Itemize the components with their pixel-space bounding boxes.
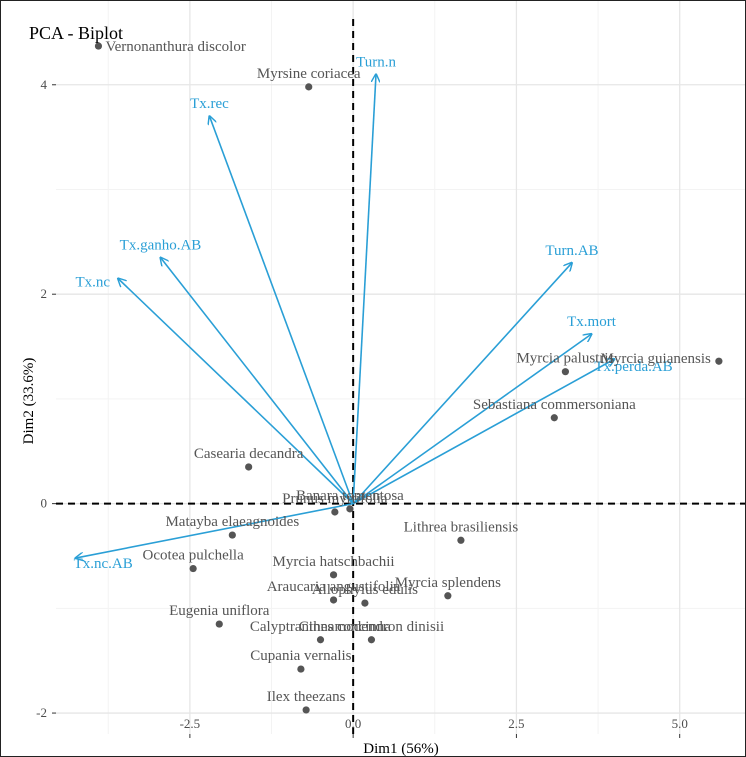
point-label: Sebastiana commersoniana [473,397,636,413]
point-label: Cupania vernalis [250,648,351,664]
point-label: Calyptranthes concinna [250,619,392,635]
data-point [361,599,369,607]
data-point [329,596,338,604]
data-point [715,357,723,365]
data-point [94,42,103,50]
variable-arrow [352,263,572,505]
point-label: Prunus myrtifolia [282,491,388,507]
point-label: Ilex theezans [267,689,346,705]
x-axis-label: Dim1 (56%) [363,741,438,756]
point-label: Eugenia uniflora [169,603,270,619]
variable-arrow [76,502,354,558]
point-label: Banara tomentosa [296,488,404,504]
plot-panel [56,1,745,734]
data-point [302,706,310,714]
point-label: Myrcia splendens [395,575,501,591]
data-point [346,505,354,513]
point-label: Casearia decandra [194,446,304,462]
data-point [329,571,338,579]
data-point [457,536,465,544]
data-point [228,531,236,539]
arrow-label: Tx.nc.AB [74,556,133,572]
data-point [550,414,558,422]
zero-lines [56,19,745,734]
y-axis-label: Dim2 (33.6%) [21,358,37,445]
point-label: Lithrea brasiliensis [404,519,519,535]
grid [56,1,745,734]
variable-arrow [352,359,614,505]
point-label: Ocotea pulchella [143,548,245,564]
arrow-label: Turn.AB [545,243,598,259]
point-label: Cinnamodendron dinisii [299,619,444,635]
data-point [245,463,253,471]
point-label: Vernonanthura discolor [105,39,245,55]
data-point [215,620,223,628]
y-tick-label: 2 [41,286,48,301]
variable-arrows: Turn.n Tx.rec Tx.ganho.AB Tx.nc Turn.AB Tx.mo… [74,54,673,572]
data-point [367,636,376,644]
individual-points: Vernonanthura discolor Myrsine coriacea My… [94,39,723,714]
arrow-label: Tx.ganho.AB [120,238,202,254]
data-point [305,83,313,91]
chart-title: PCA - Biplot [29,23,123,43]
point-label: Myrcia guianensis [600,351,711,367]
x-tick-label: 0.0 [345,716,361,731]
arrow-label: Tx.rec [190,96,229,112]
point-label: Araucaria angustifolia [267,579,401,595]
arrow-label: Tx.nc [75,274,110,290]
y-tick-label: 0 [41,496,48,511]
y-tick-label: -2 [36,705,47,720]
data-point [331,508,339,516]
variable-arrow [209,116,354,504]
data-point [189,564,197,573]
point-label: Myrsine coriacea [257,66,361,82]
point-label: Matayba elaeagnoides [165,514,299,530]
axis-ticks: -2.5 0.0 2.5 5.0 -2 0 2 4 [36,77,688,738]
variable-arrow [160,258,354,505]
data-point [297,665,305,673]
point-label: Myrcia hatschbachii [273,554,395,570]
variable-arrow [118,278,354,505]
x-tick-label: -2.5 [180,716,201,731]
data-point [561,368,570,376]
point-label: Allophylus edulis [312,582,418,598]
variable-arrow [352,334,591,505]
data-point [444,592,452,600]
arrow-label: Tx.perda.AB [594,359,672,375]
y-tick-label: 4 [41,77,48,92]
arrow-label: Tx.mort [567,314,617,330]
arrow-label: Turn.n [356,54,396,70]
data-point [316,636,325,644]
variable-arrow [352,74,376,504]
point-label: Myrcia palustris [516,351,614,367]
x-tick-label: 5.0 [672,716,688,731]
x-tick-label: 2.5 [508,716,524,731]
